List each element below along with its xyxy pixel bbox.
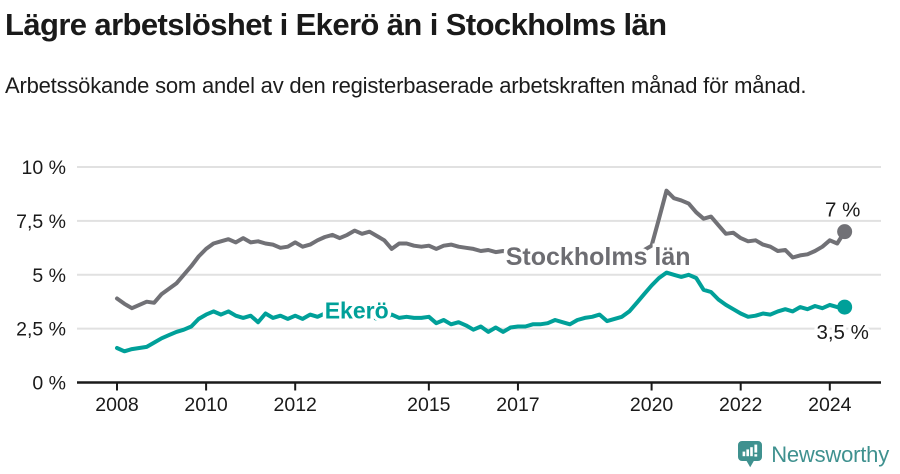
y-axis-tick-label: 10 % [22, 157, 66, 179]
brand-name: Newsworthy [771, 441, 889, 467]
x-axis-tick-label: 2020 [630, 394, 674, 416]
end-dot-ekero [837, 299, 853, 315]
end-value-label-stockholms-lan: 7 % [825, 199, 860, 222]
series-label-stockholms-lan: Stockholms län [506, 243, 691, 271]
y-axis-tick-label: 7,5 % [16, 211, 66, 233]
series-line-stockholms-lan [115, 188, 847, 311]
page-title: Lägre arbetslöshet i Ekerö än i Stockhol… [5, 7, 667, 42]
end-dot-stockholms-lan [837, 224, 853, 240]
series-line-ekero [115, 270, 847, 354]
bar-chart-speech-bubble-icon [738, 441, 763, 468]
x-axis-tick-label: 2010 [184, 394, 228, 416]
x-axis-tick-label: 2008 [95, 394, 138, 416]
end-value-label-ekero: 3,5 % [816, 321, 868, 344]
chart-header: Lägre arbetslöshet i Ekerö än i Stockhol… [5, 0, 885, 102]
newsworthy-logo[interactable]: Newsworthy [738, 441, 889, 468]
x-axis-tick-label: 2017 [496, 394, 539, 416]
y-axis-tick-label: 0 % [32, 373, 66, 395]
series-label-ekero: Ekerö [325, 297, 389, 323]
page-subtitle: Arbetssökande som andel av den registerb… [5, 72, 807, 98]
x-axis-tick-label: 2022 [719, 394, 762, 416]
y-axis-tick-label: 2,5 % [16, 319, 66, 341]
x-axis-tick-label: 2024 [808, 394, 852, 416]
x-axis-tick-label: 2012 [274, 394, 317, 416]
x-axis-tick-label: 2015 [407, 394, 451, 416]
y-axis-tick-label: 5 % [32, 265, 66, 287]
